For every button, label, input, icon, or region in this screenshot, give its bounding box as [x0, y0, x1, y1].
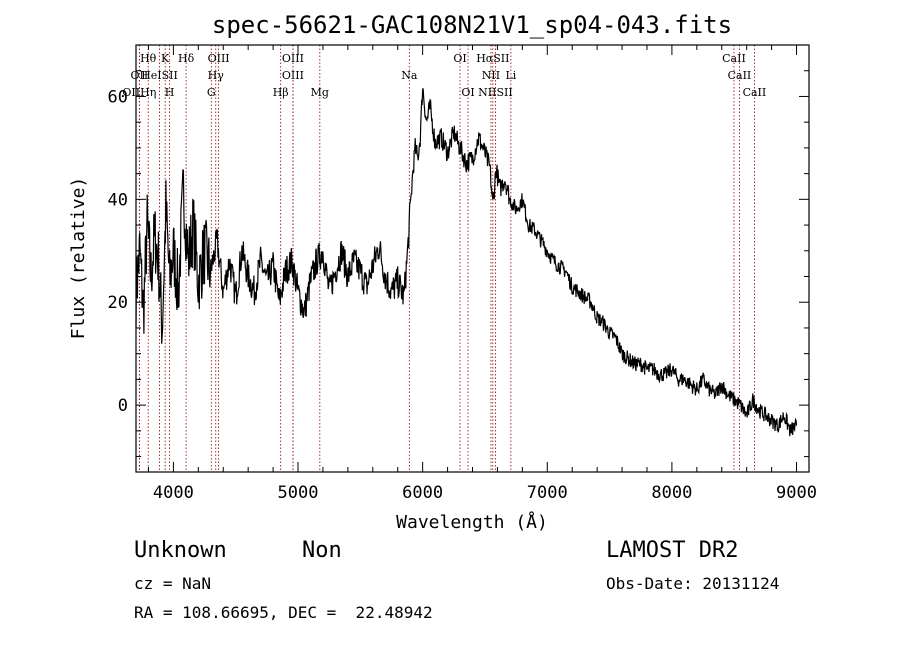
line-label-13: NII — [482, 69, 500, 82]
line-label-7: CaII — [722, 52, 746, 65]
y-tick-label-1: 20 — [108, 293, 128, 313]
line-label-8: OII — [131, 69, 149, 82]
line-label-2: Hδ — [178, 52, 195, 65]
line-label-20: Mg — [311, 86, 329, 99]
line-label-16: OIIHη — [122, 86, 156, 99]
x-tick-label-0: 4000 — [153, 483, 194, 503]
line-label-18: G — [207, 86, 216, 99]
obs-date-label: Obs-Date: 20131124 — [606, 574, 780, 593]
y-axis-label: Flux (relative) — [68, 177, 89, 340]
line-label-3: OIII — [208, 52, 230, 65]
survey-label: LAMOST DR2 — [606, 538, 739, 563]
line-label-15: CaII — [728, 69, 752, 82]
x-tick-label-3: 7000 — [527, 483, 568, 503]
coordinates-label: RA = 108.66695, DEC = 22.48942 — [134, 603, 433, 622]
line-label-17: H — [165, 86, 175, 99]
y-tick-label-2: 40 — [108, 190, 128, 210]
subclass-label: Non — [302, 538, 342, 563]
line-label-14: Li — [505, 69, 516, 82]
line-label-1: K — [161, 52, 170, 65]
plot-frame — [135, 44, 810, 473]
spectrum-series-line — [135, 88, 798, 437]
x-axis: 4000 5000 6000 7000 8000 9000 — [147, 45, 817, 503]
line-label-10: Hγ — [208, 69, 225, 82]
y-axis: 0 20 40 60 — [108, 70, 809, 458]
line-label-6: HαSII — [476, 52, 509, 65]
y-tick-label-3: 60 — [108, 87, 128, 107]
line-label-5: OI — [453, 52, 466, 65]
x-axis-label: Wavelength (Å) — [396, 511, 548, 533]
chart-title: spec-56621-GAC108N21V1_sp04-043.fits — [212, 11, 732, 39]
line-label-19: Hβ — [273, 86, 289, 99]
x-tick-label-5: 9000 — [776, 483, 817, 503]
y-tick-label-0: 0 — [118, 396, 128, 416]
line-label-22: NIISII — [478, 86, 513, 99]
x-tick-label-2: 6000 — [402, 483, 443, 503]
x-tick-label-4: 8000 — [651, 483, 692, 503]
line-label-9: HeISII — [141, 69, 178, 82]
line-label-11: OIII — [282, 69, 304, 82]
x-tick-label-1: 5000 — [278, 483, 319, 503]
emission-line-markers — [138, 45, 755, 472]
line-label-0: Hθ — [140, 52, 157, 65]
line-label-12: Na — [401, 69, 418, 82]
line-label-23: CaII — [743, 86, 767, 99]
line-label-21: OI — [461, 86, 474, 99]
class-label: Unknown — [134, 538, 227, 563]
line-label-4: OIII — [282, 52, 304, 65]
redshift-label: cz = NaN — [134, 574, 212, 593]
